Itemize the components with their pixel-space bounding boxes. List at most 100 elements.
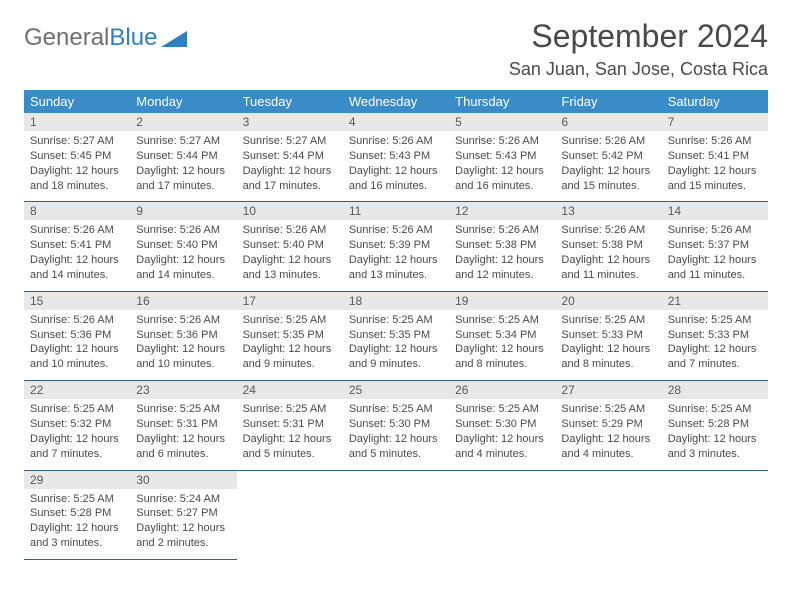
day-details: Sunrise: 5:26 AMSunset: 5:43 PMDaylight:… (343, 131, 449, 201)
day-d2: and 8 minutes. (455, 357, 549, 372)
day-number: 5 (449, 113, 555, 131)
calendar-cell: 2Sunrise: 5:27 AMSunset: 5:44 PMDaylight… (130, 113, 236, 202)
calendar-week: 8Sunrise: 5:26 AMSunset: 5:41 PMDaylight… (24, 202, 768, 291)
day-sr: Sunrise: 5:26 AM (243, 223, 337, 238)
weekday-header: Sunday (24, 90, 130, 113)
day-details: Sunrise: 5:25 AMSunset: 5:33 PMDaylight:… (555, 310, 661, 380)
day-ss: Sunset: 5:44 PM (243, 149, 337, 164)
day-d2: and 15 minutes. (668, 179, 762, 194)
location: San Juan, San Jose, Costa Rica (509, 59, 768, 80)
calendar-cell: 5Sunrise: 5:26 AMSunset: 5:43 PMDaylight… (449, 113, 555, 202)
day-d1: Daylight: 12 hours (455, 253, 549, 268)
day-d1: Daylight: 12 hours (561, 164, 655, 179)
day-details: Sunrise: 5:26 AMSunset: 5:41 PMDaylight:… (24, 220, 130, 290)
calendar-cell: 27Sunrise: 5:25 AMSunset: 5:29 PMDayligh… (555, 381, 661, 470)
day-ss: Sunset: 5:32 PM (30, 417, 124, 432)
calendar-cell: 8Sunrise: 5:26 AMSunset: 5:41 PMDaylight… (24, 202, 130, 291)
day-d1: Daylight: 12 hours (136, 432, 230, 447)
calendar-cell: 22Sunrise: 5:25 AMSunset: 5:32 PMDayligh… (24, 381, 130, 470)
logo: GeneralBlue (24, 18, 187, 52)
day-number: 14 (662, 202, 768, 220)
day-ss: Sunset: 5:30 PM (349, 417, 443, 432)
calendar-cell (662, 470, 768, 559)
day-number: 27 (555, 381, 661, 399)
day-ss: Sunset: 5:27 PM (136, 506, 230, 521)
calendar-cell: 7Sunrise: 5:26 AMSunset: 5:41 PMDaylight… (662, 113, 768, 202)
day-number: 4 (343, 113, 449, 131)
day-sr: Sunrise: 5:27 AM (243, 134, 337, 149)
calendar-cell: 15Sunrise: 5:26 AMSunset: 5:36 PMDayligh… (24, 291, 130, 380)
calendar-cell: 14Sunrise: 5:26 AMSunset: 5:37 PMDayligh… (662, 202, 768, 291)
day-ss: Sunset: 5:42 PM (561, 149, 655, 164)
day-d1: Daylight: 12 hours (349, 164, 443, 179)
calendar-cell: 12Sunrise: 5:26 AMSunset: 5:38 PMDayligh… (449, 202, 555, 291)
day-ss: Sunset: 5:33 PM (561, 328, 655, 343)
day-ss: Sunset: 5:28 PM (668, 417, 762, 432)
day-details: Sunrise: 5:26 AMSunset: 5:38 PMDaylight:… (555, 220, 661, 290)
calendar-cell: 16Sunrise: 5:26 AMSunset: 5:36 PMDayligh… (130, 291, 236, 380)
day-d2: and 3 minutes. (30, 536, 124, 551)
day-d2: and 7 minutes. (668, 357, 762, 372)
day-d2: and 10 minutes. (30, 357, 124, 372)
day-d2: and 4 minutes. (455, 447, 549, 462)
day-sr: Sunrise: 5:27 AM (136, 134, 230, 149)
calendar-cell: 4Sunrise: 5:26 AMSunset: 5:43 PMDaylight… (343, 113, 449, 202)
day-sr: Sunrise: 5:26 AM (136, 313, 230, 328)
day-d1: Daylight: 12 hours (136, 253, 230, 268)
day-sr: Sunrise: 5:25 AM (243, 313, 337, 328)
calendar-cell: 25Sunrise: 5:25 AMSunset: 5:30 PMDayligh… (343, 381, 449, 470)
day-ss: Sunset: 5:37 PM (668, 238, 762, 253)
day-number: 24 (237, 381, 343, 399)
day-d2: and 16 minutes. (349, 179, 443, 194)
calendar-cell (449, 470, 555, 559)
calendar-cell: 29Sunrise: 5:25 AMSunset: 5:28 PMDayligh… (24, 470, 130, 559)
day-d2: and 11 minutes. (561, 268, 655, 283)
day-number: 9 (130, 202, 236, 220)
title-block: September 2024 San Juan, San Jose, Costa… (509, 18, 768, 80)
day-d1: Daylight: 12 hours (349, 342, 443, 357)
day-number: 20 (555, 292, 661, 310)
day-details: Sunrise: 5:25 AMSunset: 5:29 PMDaylight:… (555, 399, 661, 469)
calendar-cell: 3Sunrise: 5:27 AMSunset: 5:44 PMDaylight… (237, 113, 343, 202)
calendar-cell: 30Sunrise: 5:24 AMSunset: 5:27 PMDayligh… (130, 470, 236, 559)
day-d1: Daylight: 12 hours (243, 432, 337, 447)
calendar-cell (343, 470, 449, 559)
day-sr: Sunrise: 5:25 AM (349, 402, 443, 417)
day-details: Sunrise: 5:25 AMSunset: 5:33 PMDaylight:… (662, 310, 768, 380)
calendar-cell: 26Sunrise: 5:25 AMSunset: 5:30 PMDayligh… (449, 381, 555, 470)
day-ss: Sunset: 5:45 PM (30, 149, 124, 164)
day-details: Sunrise: 5:25 AMSunset: 5:35 PMDaylight:… (237, 310, 343, 380)
calendar-cell: 9Sunrise: 5:26 AMSunset: 5:40 PMDaylight… (130, 202, 236, 291)
day-details: Sunrise: 5:26 AMSunset: 5:40 PMDaylight:… (237, 220, 343, 290)
day-ss: Sunset: 5:31 PM (136, 417, 230, 432)
day-sr: Sunrise: 5:25 AM (136, 402, 230, 417)
day-number: 18 (343, 292, 449, 310)
day-number: 30 (130, 471, 236, 489)
day-d2: and 17 minutes. (243, 179, 337, 194)
day-ss: Sunset: 5:43 PM (349, 149, 443, 164)
day-sr: Sunrise: 5:26 AM (561, 134, 655, 149)
day-sr: Sunrise: 5:26 AM (30, 313, 124, 328)
day-details: Sunrise: 5:27 AMSunset: 5:44 PMDaylight:… (130, 131, 236, 201)
calendar-week: 1Sunrise: 5:27 AMSunset: 5:45 PMDaylight… (24, 113, 768, 202)
day-d2: and 12 minutes. (455, 268, 549, 283)
day-d2: and 13 minutes. (243, 268, 337, 283)
day-details: Sunrise: 5:25 AMSunset: 5:31 PMDaylight:… (237, 399, 343, 469)
day-d1: Daylight: 12 hours (136, 342, 230, 357)
day-sr: Sunrise: 5:25 AM (30, 492, 124, 507)
calendar-cell: 11Sunrise: 5:26 AMSunset: 5:39 PMDayligh… (343, 202, 449, 291)
weekday-header: Saturday (662, 90, 768, 113)
day-sr: Sunrise: 5:26 AM (455, 134, 549, 149)
day-d2: and 14 minutes. (30, 268, 124, 283)
day-d1: Daylight: 12 hours (455, 164, 549, 179)
day-d2: and 9 minutes. (349, 357, 443, 372)
day-details: Sunrise: 5:25 AMSunset: 5:31 PMDaylight:… (130, 399, 236, 469)
day-ss: Sunset: 5:38 PM (455, 238, 549, 253)
calendar-cell: 1Sunrise: 5:27 AMSunset: 5:45 PMDaylight… (24, 113, 130, 202)
day-sr: Sunrise: 5:26 AM (455, 223, 549, 238)
day-d1: Daylight: 12 hours (30, 253, 124, 268)
day-details: Sunrise: 5:26 AMSunset: 5:37 PMDaylight:… (662, 220, 768, 290)
day-sr: Sunrise: 5:26 AM (561, 223, 655, 238)
day-ss: Sunset: 5:31 PM (243, 417, 337, 432)
logo-word1: General (24, 24, 109, 52)
